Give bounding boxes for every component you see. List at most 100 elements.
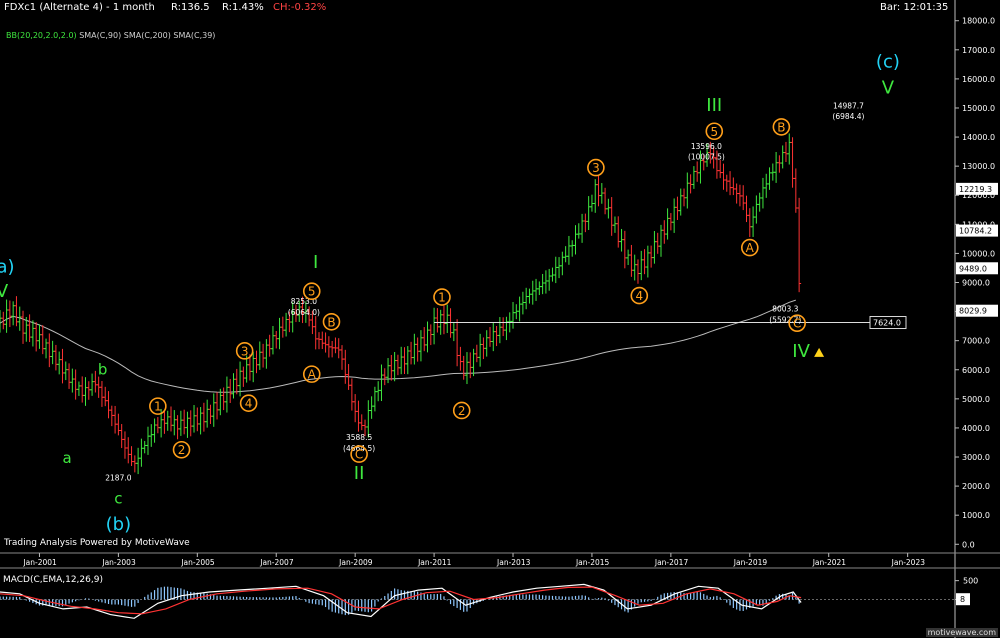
macd-tick-label: 500 [963,577,978,586]
wave-circle-label: 4 [239,394,258,413]
price-bar [445,304,450,334]
sma-200-line [0,299,796,393]
indicator-sma-200[interactable]: SMA(C,200) [123,31,171,40]
brand-logo[interactable]: motivewave.com [925,628,998,637]
price-bar [70,368,75,393]
price-annotation: (6064.0) [288,308,320,317]
price-bar [142,440,147,454]
price-bar [336,338,341,359]
price-bar [106,391,111,419]
indicator-sma-90[interactable]: SMA(C,90) [79,31,122,40]
price-bar [241,366,246,387]
indicator-sma-39[interactable]: SMA(C,39) [173,31,216,40]
price-bar [67,363,72,389]
price-bar [21,310,26,344]
price-bar [340,345,345,370]
price-bar [201,402,206,432]
time-axis[interactable]: Jan-2001 Jan-2003 Jan-2005 Jan-2007 Jan-2009… [22,553,925,567]
wave-circle-label: 5 [705,122,724,141]
price-bar [155,417,160,434]
price-axis[interactable]: 0.0 1000.0 2000.0 3000.0 4000.0 5000.0 6000.0 7… [955,17,998,550]
change-readout: CH:-0.32% [273,2,327,13]
price-bar [4,299,9,333]
time-tick-label: Jan-2023 [891,558,926,567]
time-tick-label: Jan-2017 [654,558,689,567]
price-bar [626,249,631,266]
price-bar [695,161,700,182]
wave-circle-label: 5 [302,282,321,301]
price-bar [254,350,259,374]
price-bar [195,407,200,432]
price-bar [767,167,772,190]
price-bar [553,256,558,284]
price-bar [353,394,358,423]
price-bar [122,431,127,459]
price-bar [793,168,798,213]
price-bar [359,414,364,431]
price-bar [129,446,134,467]
price-bar [136,447,141,475]
wave-label: (a) [0,257,15,278]
wave-circle-text: 1 [154,400,162,414]
price-bar [616,216,621,248]
price-bar [612,216,617,233]
price-bar [192,405,197,433]
price-bar [333,337,338,354]
price-tick-label: 0.0 [962,540,975,549]
price-bar [665,208,670,240]
price-bar [458,346,463,371]
price-bar [441,305,446,335]
price-bar [659,224,664,257]
price-bar [274,330,279,349]
bar-timer: Bar: 12:01:35 [880,2,949,13]
price-bar [313,316,318,350]
price-bar [402,347,407,374]
price-annotation: 2187.0 [105,474,131,483]
price-annotation: (6984.4) [832,112,864,121]
wave-label: III [706,95,722,116]
price-annotation: 8003.3 [772,304,798,313]
price-bar [409,341,414,365]
price-bar [461,355,466,380]
wave-circle-label: 1 [433,288,451,306]
price-bar [537,281,542,296]
price-bar [53,344,58,371]
price-bar [30,320,35,347]
price-bar [747,208,752,238]
percent-readout: R:1.43% [222,2,264,13]
wave-circle-label: 1 [149,397,167,415]
wave-circle-label: B [772,118,791,136]
price-tag: 12219.3 [959,185,992,194]
price-bar [73,369,78,400]
wave-label: (c) [876,51,900,72]
price-bar [152,418,157,443]
price-bar [675,196,680,220]
price-bar [356,400,361,432]
price-bar [474,344,479,363]
price-bar [511,302,516,329]
time-tick-label: Jan-2019 [733,558,768,567]
price-bar [557,257,562,279]
price-bar [185,411,190,438]
price-annotation: (5592.7) [769,315,801,324]
wave-circle-label: 4 [630,286,649,305]
price-bar [392,351,397,382]
time-tick-label: Jan-2021 [812,558,847,567]
price-bar [728,171,733,196]
price-bar [635,259,640,284]
support-line: 7624.0 [434,316,907,330]
price-bar [11,301,16,326]
indicator-bb[interactable]: BB(20,20,2.0,2.0) [6,31,77,40]
price-bar [343,349,348,384]
price-bar [218,388,223,416]
price-bar [780,145,785,169]
price-bar [211,393,216,427]
price-tick-label: 14000.0 [962,133,995,142]
price-bar [149,424,154,447]
price-bar [132,455,137,473]
price-bar [570,240,575,257]
price-bar [543,270,548,294]
wave-circle-label: 3 [235,342,254,360]
